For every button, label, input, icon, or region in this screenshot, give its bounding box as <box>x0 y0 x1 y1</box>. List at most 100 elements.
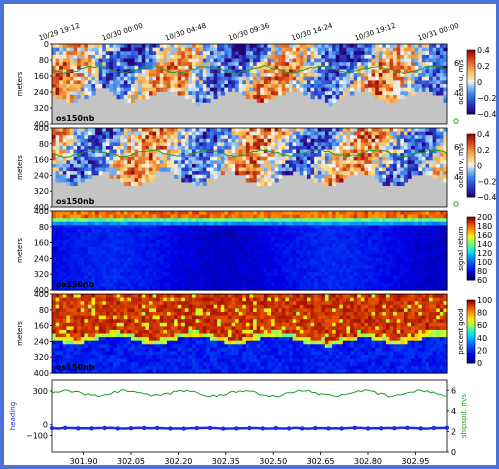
ship-speed-line <box>51 65 447 75</box>
depth-tick-label: 320 <box>34 353 49 362</box>
panel-2 <box>50 127 476 208</box>
depth-tick-label: 240 <box>34 337 49 346</box>
colorbar-label: ocean u, m/s <box>457 59 465 104</box>
x-tick-label: 302.95 <box>401 457 429 466</box>
colorbar-tick-label: 20 <box>477 346 487 355</box>
colorbar-tick-label: 0 <box>477 78 482 87</box>
shipspd-tick-label: 4 <box>451 407 456 416</box>
depth-tick-label: 160 <box>34 239 49 248</box>
colorbar-tick-label: 60 <box>477 321 487 330</box>
panel-frame <box>51 43 448 125</box>
depth-tick-label: 80 <box>39 56 49 65</box>
colorbar-frame <box>466 299 476 364</box>
depth-tick-label: 160 <box>34 156 49 165</box>
depth-tick-label: 0 <box>44 40 49 49</box>
instrument-label: os150nb <box>56 197 95 206</box>
colorbar-tick-label: 0.2 <box>477 62 490 71</box>
bottom-panel-frame <box>51 379 448 453</box>
x-tick-label: 302.05 <box>117 457 145 466</box>
depth-tick-label: 160 <box>34 322 49 331</box>
depth-tick-label: 400 <box>34 207 49 216</box>
depth-tick-label: 240 <box>34 88 49 97</box>
colorbar-label: signal return <box>457 226 465 270</box>
x-tick-label: 302.20 <box>164 457 192 466</box>
depth-tick-label: 240 <box>34 254 49 263</box>
x-tick-label: 301.90 <box>70 457 98 466</box>
depth-tick-label: 320 <box>34 270 49 279</box>
colorbar-tick-label: 0.4 <box>477 46 490 55</box>
colorbar-tick-label: 140 <box>477 240 492 249</box>
speed-zero-marker <box>453 118 459 124</box>
colorbar-tick-label: −0.2 <box>477 177 496 186</box>
panel-1 <box>50 43 476 125</box>
depth-tick-label: 320 <box>34 187 49 196</box>
colorbar-tick-label: 200 <box>477 213 492 222</box>
panel-frame <box>51 293 448 374</box>
x-tick-label: 302.65 <box>307 457 335 466</box>
heading-speed-panel <box>49 379 450 455</box>
colorbar-tick-label: 80 <box>477 309 487 318</box>
instrument-label: os150nb <box>56 114 95 123</box>
shipspd-tick-label: 2 <box>451 427 456 436</box>
colorbar-tick-label: 180 <box>477 222 492 231</box>
depth-tick-label: 400 <box>34 369 49 378</box>
panel-4 <box>50 293 476 374</box>
x-tick-label: 302.50 <box>259 457 287 466</box>
depth-tick-label: 80 <box>39 223 49 232</box>
panel-3 <box>50 210 476 291</box>
heading-tick-label: 300 <box>33 387 48 396</box>
top-time-label: 10/30 19:12 <box>354 22 397 43</box>
instrument-label: os150nb <box>56 363 95 372</box>
colorbar-tick-label: −0.2 <box>477 94 496 103</box>
colorbar-tick-label: 100 <box>477 296 492 305</box>
panel-frame <box>51 210 448 291</box>
depth-tick-label: 400 <box>34 203 49 212</box>
colorbar-frame <box>466 216 476 281</box>
speed-tick: 4 <box>454 89 459 98</box>
instrument-label: os150nb <box>56 280 95 289</box>
x-tick-label: 302.80 <box>354 457 382 466</box>
shipspd-tick-label: 0 <box>451 448 456 457</box>
panel-frame <box>51 127 448 208</box>
depth-tick-label: 400 <box>34 290 49 299</box>
colorbar-tick-label: −0.4 <box>477 110 496 119</box>
colorbar-tick-label: 120 <box>477 249 492 258</box>
top-time-label: 10/30 09:36 <box>227 22 270 43</box>
speed-tick: 6 <box>454 143 459 152</box>
depth-tick-label: 160 <box>34 72 49 81</box>
top-time-label: 10/30 04:48 <box>164 22 207 43</box>
ship-speed-line <box>51 149 448 158</box>
colorbar-frame <box>466 133 476 198</box>
top-time-label: 10/30 14:24 <box>291 22 334 43</box>
heading-label: heading <box>9 402 17 430</box>
heading-tick-label: −100 <box>26 431 48 440</box>
colorbar-label: percent good <box>457 308 465 355</box>
heading-tick-label: 0 <box>43 420 48 429</box>
shipspd-line <box>51 389 448 398</box>
shipspd-label: shipspd, m/s <box>460 394 468 439</box>
heading-line <box>51 426 448 430</box>
speed-tick: 6 <box>454 59 459 68</box>
colorbar-tick-label: −0.4 <box>477 193 496 202</box>
x-tick-label: 302.35 <box>212 457 240 466</box>
depth-tick-label: 240 <box>34 171 49 180</box>
depth-tick-label: 400 <box>34 286 49 295</box>
top-time-label: 10/30 00:00 <box>101 22 144 43</box>
colorbar-tick-label: 0.4 <box>477 130 490 139</box>
colorbar-tick-label: 80 <box>477 267 487 276</box>
depth-tick-label: 80 <box>39 306 49 315</box>
depth-tick-label: 320 <box>34 104 49 113</box>
colorbar-tick-label: 100 <box>477 258 492 267</box>
colorbar-tick-label: 0.2 <box>477 146 490 155</box>
colorbar-label: ocean v, m/s <box>457 143 465 188</box>
colorbar-tick-label: 0 <box>477 359 482 368</box>
colorbar-tick-label: 40 <box>477 334 487 343</box>
depth-ylabel: meters <box>16 321 24 346</box>
depth-ylabel: meters <box>16 155 24 180</box>
colorbar-tick-label: 60 <box>477 276 487 285</box>
depth-tick-label: 400 <box>34 120 49 129</box>
shipspd-tick-label: 6 <box>451 386 456 395</box>
depth-tick-label: 400 <box>34 124 49 133</box>
colorbar-frame <box>466 49 476 115</box>
